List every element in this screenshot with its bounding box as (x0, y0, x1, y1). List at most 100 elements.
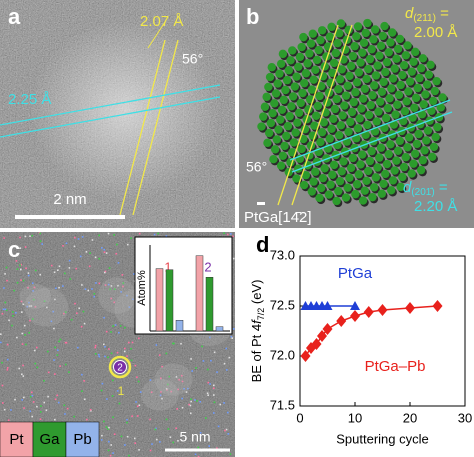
atom (311, 65, 320, 75)
atom (335, 29, 344, 38)
eds-dot (1, 312, 4, 315)
eds-dot (88, 265, 91, 268)
atom (329, 58, 339, 68)
eds-dot (32, 298, 35, 301)
eds-dot (227, 411, 229, 414)
atom (330, 104, 340, 114)
atom (366, 100, 375, 110)
y-tick-label: 72.5 (270, 297, 295, 312)
atom (363, 120, 372, 130)
eds-dot (6, 369, 9, 371)
atom (377, 189, 387, 198)
eds-dot (167, 428, 170, 430)
atom (358, 150, 367, 159)
lattice-line (291, 24, 353, 206)
eds-dot (50, 320, 53, 323)
eds-dot (138, 337, 140, 340)
lattice-line (291, 111, 453, 173)
eds-dot (117, 284, 119, 287)
eds-dot (56, 394, 59, 397)
atom (315, 91, 324, 101)
eds-dot (136, 415, 139, 417)
eds-dot (210, 359, 212, 362)
marker (405, 302, 415, 314)
atom (297, 144, 306, 154)
lattice-line (289, 99, 451, 161)
eds-dot (202, 360, 205, 362)
eds-dot (101, 247, 103, 249)
eds-dot (185, 437, 187, 440)
eds-dot (107, 356, 109, 359)
eds-dot (59, 338, 62, 341)
atom (266, 118, 276, 128)
legend-swatch (65, 421, 100, 457)
atom (404, 87, 413, 96)
eds-dot (190, 400, 192, 403)
eds-dot (105, 426, 108, 428)
atom (274, 125, 283, 134)
eds-dot (89, 252, 91, 254)
eds-dot (62, 245, 64, 247)
atom (309, 177, 318, 186)
spacing-label: 2.25 Å (8, 91, 51, 108)
atom (383, 103, 393, 113)
category-label: 1 (164, 259, 171, 274)
eds-dot (39, 232, 41, 235)
atom (318, 173, 328, 183)
eds-dot (232, 257, 235, 260)
panel-label: c (8, 237, 20, 262)
atom (281, 85, 290, 95)
eds-dot (98, 234, 100, 237)
atom (373, 61, 382, 70)
atom (413, 83, 422, 93)
atom (386, 38, 395, 47)
eds-dot (113, 433, 116, 435)
atom (411, 93, 421, 103)
eds-dot (126, 421, 128, 424)
eds-dot (116, 351, 119, 354)
atom (369, 183, 379, 192)
eds-dot (24, 246, 27, 248)
eds-dot (21, 343, 24, 345)
region-label: 1 (118, 384, 125, 398)
atom (370, 81, 379, 90)
region-marker (113, 360, 127, 374)
atom (372, 117, 381, 126)
eds-dot (108, 426, 110, 429)
eds-dot (73, 415, 76, 418)
eds-dot (20, 311, 23, 313)
atom (369, 35, 378, 44)
eds-dot (126, 294, 128, 297)
atom (297, 42, 306, 52)
atom (287, 102, 296, 111)
atom (319, 118, 329, 127)
eds-dot (45, 409, 48, 412)
atom (384, 48, 393, 57)
atom (390, 64, 399, 73)
eds-dot (3, 237, 5, 239)
eds-dot (81, 390, 83, 392)
marker (363, 306, 374, 318)
atom (392, 156, 401, 165)
eds-dot (27, 286, 29, 289)
eds-dot (35, 346, 38, 349)
atom (405, 77, 415, 86)
atom (382, 57, 392, 67)
atom (337, 65, 346, 74)
atom (415, 73, 424, 83)
eds-dot (223, 362, 226, 365)
eds-dot (101, 382, 104, 385)
eds-dot (36, 405, 38, 408)
eds-dot (16, 281, 19, 284)
eds-dot (32, 401, 35, 403)
atom (346, 117, 355, 127)
atom (421, 90, 430, 99)
d-spacing-value: 2.00 Å (414, 24, 457, 41)
eds-dot (18, 367, 21, 370)
eds-dot (224, 429, 226, 432)
atom (293, 118, 302, 127)
category-label: 2 (204, 259, 211, 274)
eds-dot (121, 274, 124, 276)
atom (333, 38, 342, 48)
eds-dot (126, 243, 129, 246)
